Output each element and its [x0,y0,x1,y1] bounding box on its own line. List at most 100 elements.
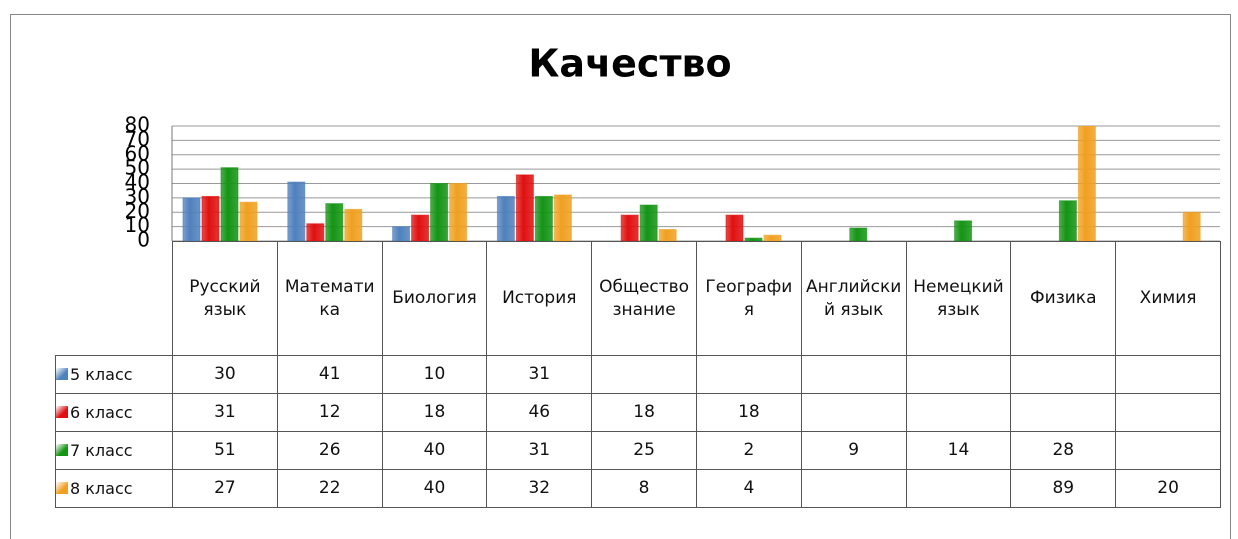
value-text: 18 [738,402,760,422]
value-text: 30 [214,364,236,384]
value-cell: 28 [1010,431,1117,470]
value-text: 18 [633,402,655,422]
category-label: Русский язык [172,241,278,356]
bar [534,195,553,241]
value-cell [1115,355,1221,394]
value-text: 20 [1157,478,1179,498]
value-cell: 8 [591,469,697,508]
value-cell: 31 [172,393,278,432]
value-text: 31 [528,440,551,460]
value-cell: 31 [486,355,593,394]
category-label: Физика [1010,241,1117,356]
value-cell [695,355,802,394]
value-text: 14 [947,440,970,460]
value-cell [800,393,907,432]
bar [1058,200,1077,241]
value-text: 25 [633,440,655,460]
value-cell [905,393,1012,432]
header-row: Русский язык Математика Биология История Общ… [55,241,1221,356]
y-tick-label: 20 [125,199,150,223]
value-cell: 18 [591,393,697,432]
value-text: 22 [318,478,341,498]
value-text: 2 [743,440,755,460]
value-text: 32 [528,478,551,498]
value-text: 40 [423,440,446,460]
value-cell: 18 [381,393,488,432]
bar [496,195,515,241]
value-cell: 10 [381,355,488,394]
y-tick-label: 10 [125,213,150,237]
bar [1182,211,1201,241]
value-cell [1115,431,1221,470]
bar [515,174,534,241]
bar [239,201,258,241]
legend-cell: 5 класс [55,355,173,394]
value-cell [1115,393,1221,432]
y-tick-label: 50 [125,156,150,180]
value-cell: 32 [486,469,593,508]
bars [182,126,1201,241]
value-cell: 51 [172,431,278,470]
value-text: 89 [1052,478,1075,498]
bar [201,195,220,241]
value-text: 31 [214,402,236,422]
value-text: 40 [423,478,446,498]
value-cell: 27 [172,469,278,508]
value-cell: 40 [381,431,488,470]
bar [763,234,782,241]
legend-label: 8 класс [70,479,133,498]
value-text: 31 [528,364,551,384]
category-label: Химия [1115,241,1221,356]
y-tick-label: 40 [125,170,150,194]
value-text: 26 [318,440,341,460]
value-text: 18 [423,402,446,422]
category-label: История [486,241,593,356]
bar [954,220,973,241]
bar [639,204,658,241]
series-row: 6 класс 31 12 18 46 18 18 [55,393,1221,432]
value-cell: 22 [276,469,383,508]
bar [430,183,449,241]
bar [620,214,639,241]
category-label: География [695,241,802,356]
bar [411,214,430,241]
corner [55,241,173,356]
value-cell: 2 [695,431,802,470]
data-table: Русский язык Математика Биология История Общ… [55,241,1221,508]
category-label: Биология [381,241,488,356]
bar [1077,126,1096,241]
bar [306,223,325,241]
value-cell: 30 [172,355,278,394]
bar [392,226,411,241]
category-label: Обществознание [591,241,697,356]
bar [325,203,344,241]
value-cell: 40 [381,469,488,508]
value-text: 41 [318,364,341,384]
series-row: 8 класс 27 22 40 32 8 4 89 20 [55,469,1221,508]
value-cell [905,469,1012,508]
bar [287,181,306,241]
value-cell: 4 [695,469,802,508]
legend-swatch [56,368,68,380]
value-text: 27 [214,478,236,498]
y-tick-label: 30 [125,184,150,208]
value-text: 46 [528,402,551,422]
bar [849,227,868,241]
y-tick-label: 70 [125,127,150,151]
value-cell: 14 [905,431,1012,470]
value-cell: 9 [800,431,907,470]
y-tick-label: 80 [125,113,150,137]
value-cell [800,469,907,508]
chart-border [10,14,1231,539]
value-text: 9 [848,440,860,460]
value-text: 28 [1052,440,1075,460]
value-cell [1010,355,1117,394]
legend-label: 7 класс [70,441,133,460]
category-label: Математика [276,241,383,356]
value-text: 4 [743,478,755,498]
bar [449,183,468,241]
bar [658,229,677,241]
bar [553,194,572,241]
value-cell: 18 [695,393,802,432]
